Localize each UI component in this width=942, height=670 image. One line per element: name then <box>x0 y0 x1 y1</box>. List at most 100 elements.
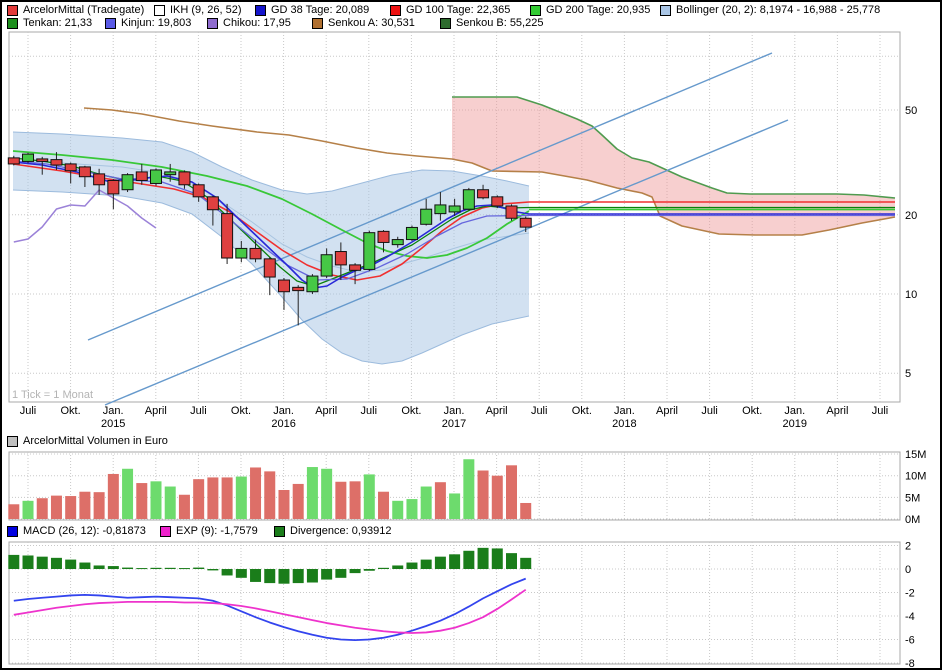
candle-down <box>64 163 77 172</box>
divergence-bar <box>491 548 503 569</box>
candle-down <box>192 184 205 198</box>
x-tick-label: Jan. <box>273 405 294 417</box>
x-tick-label: Juli <box>20 405 37 417</box>
divergence-bar <box>207 569 219 571</box>
volume-bar <box>207 477 219 519</box>
volume-bar <box>335 481 347 519</box>
divergence-bar <box>93 565 105 569</box>
divergence-bar <box>8 554 20 569</box>
divergence-bar <box>136 568 148 570</box>
signal-line <box>13 588 527 634</box>
divergence-bar <box>378 567 390 569</box>
volume-bar <box>378 491 390 519</box>
divergence-bar <box>107 566 119 569</box>
price-axis-label: 5 <box>905 368 911 380</box>
brown-square-icon <box>312 18 323 29</box>
x-tick-label: Juli <box>701 405 718 417</box>
bollinger-band-bottom <box>12 189 530 365</box>
candle-down <box>206 196 219 211</box>
divergence-bar <box>221 569 233 576</box>
divergence-bar <box>22 555 34 569</box>
divergence-bar <box>506 553 517 569</box>
volume-bar <box>321 468 333 519</box>
volume-bar <box>36 498 48 519</box>
candle-down <box>477 189 490 199</box>
volume-bar <box>306 467 318 519</box>
legend-main-5-label: Bollinger (20, 2): 8,1974 - 16,988 - 25,… <box>676 4 881 16</box>
candle-up <box>363 232 376 270</box>
x-year-label: 2019 <box>783 418 807 430</box>
divergence-bar <box>321 569 333 580</box>
volume-bar <box>463 459 475 519</box>
legend-main-1: IKH (9, 26, 52) <box>154 5 242 17</box>
x-year-label: 2015 <box>101 418 125 430</box>
price-axis-label: 20 <box>905 210 917 222</box>
macd-series <box>8 547 532 641</box>
candle-down <box>491 196 504 207</box>
x-tick-label: Jan. <box>444 405 465 417</box>
x-tick-label: Juli <box>361 405 378 417</box>
divergence-bar <box>520 557 532 569</box>
candle-down <box>178 171 191 186</box>
divergence-bar <box>250 569 262 582</box>
legend-main-4: GD 200 Tage: 20,935 <box>530 5 650 17</box>
darkgreen-square-icon <box>274 526 285 537</box>
x-year-label: 2018 <box>612 418 636 430</box>
volume-bar <box>434 482 446 519</box>
candle-up <box>164 171 177 176</box>
candle-down <box>277 279 290 293</box>
blue-square-icon <box>255 5 266 16</box>
trendline-upper-line <box>87 52 773 341</box>
legend-ichimoku-1-label: Kinjun: 19,803 <box>121 17 192 29</box>
candle-up <box>306 275 319 293</box>
bollinger-mid-line <box>12 160 530 273</box>
volume-bar <box>50 495 62 519</box>
x-tick-label: Juli <box>190 405 207 417</box>
candle-down <box>349 264 362 271</box>
price-axis-label: 10 <box>905 289 917 301</box>
x-tick-label: April <box>656 405 678 417</box>
magenta-square-icon <box>160 526 171 537</box>
legend-main-2: GD 38 Tage: 20,089 <box>255 5 369 17</box>
legend-ichimoku-3-label: Senkou A: 30,531 <box>328 17 415 29</box>
x-tick-label: Okt. <box>742 405 762 417</box>
candle-up <box>391 239 404 246</box>
divergence-bar <box>235 569 247 578</box>
volume-bar <box>65 496 77 519</box>
legend-ichimoku-4: Senkou B: 55,225 <box>440 18 543 30</box>
macd-axis-label: -4 <box>905 611 915 623</box>
gray-square-icon <box>7 436 18 447</box>
candle-down <box>36 158 49 162</box>
candle-down <box>519 217 532 228</box>
bollinger-band-top <box>12 131 530 195</box>
volume-bar <box>178 494 190 519</box>
volume-axis-label: 15M <box>905 449 926 461</box>
candle-down <box>249 247 262 260</box>
green-square-icon <box>530 5 541 16</box>
legend-ichimoku-0-label: Tenkan: 21,33 <box>23 17 93 29</box>
volume-bar <box>79 491 91 519</box>
candle-down <box>107 179 120 195</box>
x-tick-label: Juli <box>531 405 548 417</box>
volume-bar <box>136 483 148 519</box>
x-tick-label: Okt. <box>572 405 592 417</box>
x-tick-label: Okt. <box>401 405 421 417</box>
legend-macd-1-label: EXP (9): -1,7579 <box>176 525 258 537</box>
divergence-bar <box>79 562 91 569</box>
divergence-bar <box>363 569 375 571</box>
candle-down <box>292 286 305 292</box>
volume-bar <box>491 475 503 519</box>
legend-macd-2: Divergence: 0,93912 <box>274 526 392 538</box>
candle-up <box>462 189 475 210</box>
legend-macd-2-label: Divergence: 0,93912 <box>290 525 392 537</box>
volume-bar <box>506 465 517 519</box>
volume-bar <box>292 483 304 519</box>
x-tick-label: Okt. <box>61 405 81 417</box>
price-axis-label: 50 <box>905 105 917 117</box>
candle-up <box>405 226 418 241</box>
divergence-bar <box>50 557 62 569</box>
volume-bar <box>406 499 418 519</box>
